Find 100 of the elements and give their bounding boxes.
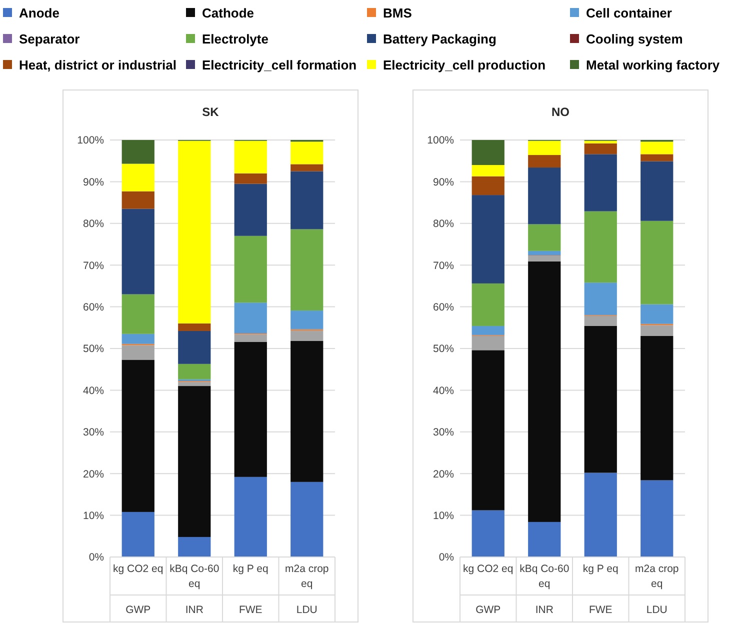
bar	[178, 386, 211, 537]
bar	[584, 282, 617, 316]
y-tick-label: 100%	[427, 134, 454, 147]
legend-label: Battery Packaging	[383, 32, 496, 47]
bar	[234, 184, 267, 236]
bar	[528, 155, 561, 168]
bar	[122, 345, 154, 360]
y-tick-label: 30%	[432, 426, 454, 439]
bar	[290, 340, 324, 482]
bar	[234, 334, 267, 342]
bar	[234, 236, 267, 303]
legend-label: Cathode	[202, 6, 254, 21]
bar	[290, 142, 324, 164]
bar	[640, 336, 674, 480]
bar	[290, 164, 324, 172]
bar	[528, 140, 561, 156]
bar	[122, 512, 154, 557]
bar	[178, 382, 211, 386]
category-label: kg P eq FWE	[582, 563, 618, 616]
bar	[640, 304, 674, 324]
bar	[122, 140, 154, 164]
bar	[584, 326, 617, 473]
bar	[640, 220, 674, 304]
category-label: kBq Co-60 eq INR	[520, 563, 570, 616]
bar	[528, 522, 561, 557]
y-tick-label: 100%	[77, 134, 104, 147]
y-tick-label: 90%	[82, 176, 104, 188]
bar	[122, 191, 154, 209]
y-tick-label: 40%	[82, 384, 104, 397]
category-label: kBq Co-60 eq INR	[170, 563, 220, 616]
bar	[178, 536, 211, 557]
legend-label: Electricity_cell formation	[202, 58, 357, 73]
chart-title: SK	[202, 105, 220, 119]
bar	[584, 140, 617, 144]
bar	[472, 140, 504, 166]
y-tick-label: 10%	[432, 510, 454, 522]
y-tick-label: 20%	[432, 468, 454, 480]
bar	[234, 140, 267, 174]
legend-label: Anode	[19, 6, 60, 21]
y-tick-label: 80%	[432, 218, 454, 230]
bar	[290, 229, 324, 311]
y-tick-label: 40%	[432, 384, 454, 397]
bar	[472, 195, 504, 284]
bar	[528, 261, 561, 522]
bar	[178, 140, 211, 324]
category-label: m2a crop eq LDU	[634, 563, 679, 616]
bar	[122, 294, 154, 334]
bar	[234, 342, 267, 477]
bar	[178, 330, 211, 364]
y-tick-label: 80%	[82, 218, 104, 230]
bar	[122, 334, 154, 344]
bar	[472, 165, 504, 176]
bar	[178, 323, 211, 331]
bar	[234, 476, 267, 557]
legend-label: Separator	[19, 32, 80, 47]
bar	[472, 350, 504, 510]
legend-label: Electrolyte	[202, 32, 268, 47]
legend-label: Metal working factory	[586, 58, 720, 73]
chart-title: NO	[552, 105, 570, 119]
bar	[472, 336, 504, 350]
bar	[234, 302, 267, 334]
bar	[640, 325, 674, 336]
bar	[290, 310, 324, 330]
y-tick-label: 90%	[432, 176, 454, 188]
bar	[584, 154, 617, 212]
y-tick-label: 20%	[82, 468, 104, 480]
bar	[640, 142, 674, 154]
bar	[122, 164, 154, 192]
bar	[178, 364, 211, 380]
y-tick-label: 70%	[432, 260, 454, 272]
y-tick-label: 0%	[438, 552, 454, 564]
bar	[234, 173, 267, 184]
bar	[584, 316, 617, 326]
category-label: kg CO2 eq GWP	[113, 563, 164, 616]
bar	[528, 168, 561, 224]
bar	[640, 161, 674, 221]
bar	[472, 326, 504, 336]
legend-label: Cell container	[586, 6, 672, 21]
bar	[640, 154, 674, 162]
category-label: m2a crop eq LDU	[284, 563, 329, 616]
y-tick-label: 60%	[82, 301, 104, 314]
legend-label: Electricity_cell production	[383, 58, 546, 73]
bar	[122, 208, 154, 294]
bar	[584, 472, 617, 557]
bar	[528, 224, 561, 251]
bar	[640, 480, 674, 557]
y-tick-label: 10%	[82, 510, 104, 522]
y-tick-label: 70%	[82, 260, 104, 272]
category-label: kg P eq FWE	[232, 563, 268, 616]
category-label: kg CO2 eq GWP	[463, 563, 514, 616]
bar	[122, 360, 154, 512]
bar	[584, 143, 617, 154]
bar	[290, 482, 324, 557]
bar	[584, 211, 617, 283]
bar	[472, 176, 504, 196]
bar	[290, 171, 324, 230]
bar	[528, 256, 561, 262]
y-tick-label: 30%	[82, 426, 104, 439]
bar	[528, 250, 561, 256]
y-tick-label: 60%	[432, 301, 454, 314]
